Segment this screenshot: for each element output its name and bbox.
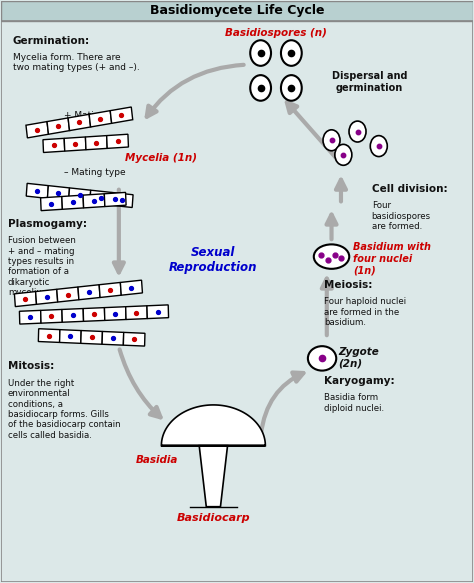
Polygon shape — [62, 195, 83, 209]
Circle shape — [370, 136, 387, 157]
FancyBboxPatch shape — [0, 1, 474, 21]
Text: Cell division:: Cell division: — [372, 184, 447, 194]
Polygon shape — [64, 137, 86, 151]
Text: Germination:: Germination: — [12, 36, 90, 45]
Polygon shape — [47, 118, 70, 134]
Text: Zygote
(2n): Zygote (2n) — [338, 347, 379, 368]
Text: Basidia form
diploid nuclei.: Basidia form diploid nuclei. — [324, 394, 384, 413]
Polygon shape — [41, 310, 62, 323]
Circle shape — [250, 75, 271, 101]
Polygon shape — [104, 192, 126, 206]
Circle shape — [281, 40, 302, 66]
Text: Meiosis:: Meiosis: — [324, 280, 373, 290]
Polygon shape — [90, 190, 112, 205]
Polygon shape — [107, 134, 128, 149]
Polygon shape — [14, 292, 36, 307]
Text: Under the right
environmental
conditions, a
basidiocarp forms. Gills
of the basi: Under the right environmental conditions… — [8, 379, 120, 440]
Polygon shape — [161, 405, 265, 445]
Text: Four
basidiospores
are formed.: Four basidiospores are formed. — [372, 201, 431, 231]
Polygon shape — [111, 192, 133, 208]
Polygon shape — [69, 188, 91, 203]
Circle shape — [349, 121, 366, 142]
Text: Karyogamy:: Karyogamy: — [324, 376, 395, 386]
Text: Mitosis:: Mitosis: — [8, 361, 54, 371]
Polygon shape — [104, 307, 126, 321]
Polygon shape — [102, 332, 124, 345]
Polygon shape — [60, 329, 81, 343]
Polygon shape — [38, 329, 60, 342]
Text: Basidia: Basidia — [136, 455, 178, 465]
Text: Fusion between
+ and – mating
types results in
formation of a
dikaryotic
myceliu: Fusion between + and – mating types resu… — [8, 236, 76, 297]
Text: Mycelia (1n): Mycelia (1n) — [126, 153, 197, 163]
Polygon shape — [199, 445, 228, 507]
Polygon shape — [89, 111, 112, 127]
Text: – Mating type: – Mating type — [64, 168, 126, 177]
Text: Basidiocarp: Basidiocarp — [176, 513, 250, 523]
Polygon shape — [19, 310, 41, 324]
Polygon shape — [47, 185, 70, 201]
Circle shape — [250, 40, 271, 66]
Text: Mycelia form. There are
two mating types (+ and –).: Mycelia form. There are two mating types… — [12, 53, 139, 72]
Polygon shape — [26, 122, 48, 138]
Polygon shape — [81, 331, 102, 344]
Text: Sexual
Reproduction: Sexual Reproduction — [169, 245, 258, 273]
Circle shape — [281, 75, 302, 101]
Polygon shape — [85, 136, 107, 150]
Polygon shape — [26, 183, 48, 198]
Circle shape — [335, 145, 352, 166]
Text: + Mating type: + Mating type — [64, 111, 129, 120]
Text: Basidiomycete Life Cycle: Basidiomycete Life Cycle — [150, 5, 324, 17]
Polygon shape — [41, 196, 63, 210]
Polygon shape — [147, 305, 169, 318]
Polygon shape — [36, 289, 58, 304]
Circle shape — [323, 130, 340, 151]
Polygon shape — [110, 107, 133, 124]
Polygon shape — [99, 282, 121, 297]
Ellipse shape — [314, 244, 349, 269]
Text: Basidium with
four nuclei
(1n): Basidium with four nuclei (1n) — [353, 242, 431, 275]
Text: Plasmogamy:: Plasmogamy: — [8, 219, 87, 229]
Polygon shape — [123, 332, 145, 346]
Ellipse shape — [308, 346, 336, 371]
Polygon shape — [83, 308, 105, 321]
Polygon shape — [43, 138, 65, 153]
Polygon shape — [78, 285, 100, 300]
Text: Basidiospores (n): Basidiospores (n) — [225, 27, 327, 38]
Polygon shape — [120, 280, 143, 295]
Polygon shape — [62, 308, 83, 322]
Polygon shape — [83, 194, 105, 208]
Polygon shape — [68, 114, 91, 131]
Polygon shape — [126, 306, 147, 319]
Polygon shape — [57, 287, 79, 302]
Text: Four haploid nuclei
are formed in the
basidium.: Four haploid nuclei are formed in the ba… — [324, 297, 407, 327]
Text: Dispersal and
germination: Dispersal and germination — [332, 71, 407, 93]
